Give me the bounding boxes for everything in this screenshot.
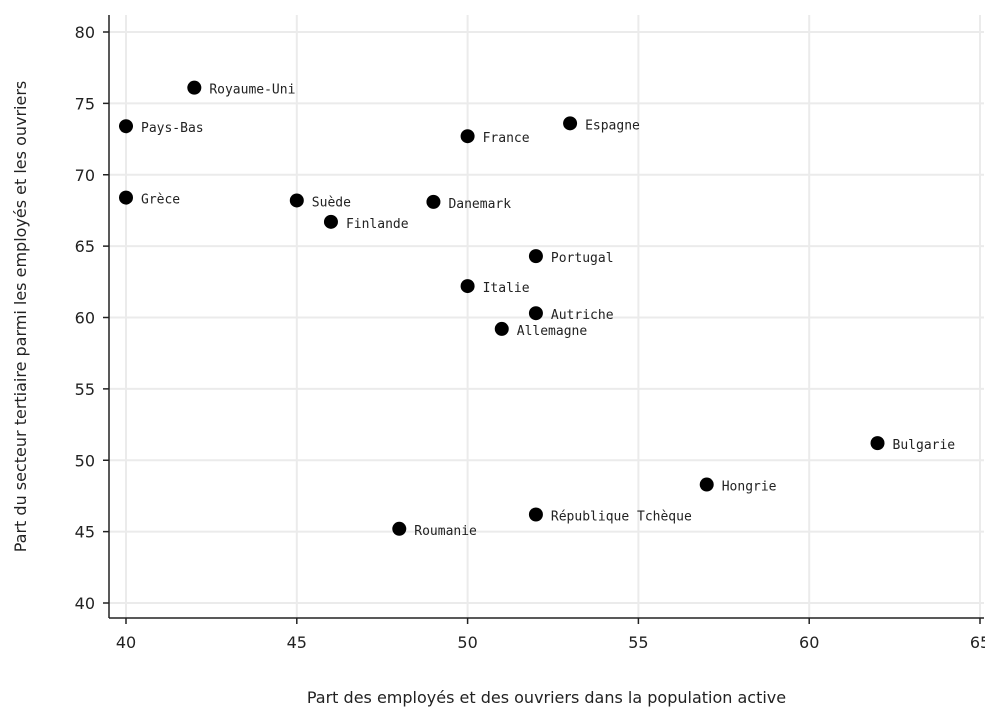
y-tick-label: 55 (75, 380, 95, 399)
point-marker (528, 306, 543, 321)
point-label: Portugal (551, 251, 614, 266)
point-label: Grèce (141, 193, 180, 208)
point-marker (426, 194, 441, 209)
point-marker (323, 214, 338, 229)
point-label: Autriche (551, 308, 614, 323)
x-tick-label: 45 (287, 633, 307, 652)
data-point: Pays-Bas (119, 119, 204, 136)
point-label: Espagne (585, 118, 640, 133)
y-tick-label: 60 (75, 309, 95, 328)
point-label: Suède (312, 195, 351, 210)
data-point: Royaume-Uni (187, 80, 295, 98)
y-tick-label: 45 (75, 523, 95, 542)
point-marker (289, 193, 304, 208)
point-marker (528, 249, 543, 264)
data-point: Roumanie (392, 521, 477, 539)
point-label: Roumanie (414, 524, 477, 539)
point-marker (460, 129, 475, 144)
x-axis-title: Part des employés et des ouvriers dans l… (307, 688, 786, 707)
point-label: Italie (483, 281, 530, 296)
grid (109, 15, 984, 618)
point-marker (494, 321, 509, 336)
data-point: Autriche (528, 306, 614, 323)
data-point: Portugal (528, 249, 614, 266)
x-tick-label: 50 (457, 633, 477, 652)
point-label: Bulgarie (893, 438, 956, 453)
point-marker (870, 436, 885, 451)
point-marker (528, 507, 543, 522)
x-tick-label: 60 (799, 633, 819, 652)
y-tick-label: 50 (75, 451, 95, 470)
data-point: Suède (289, 193, 351, 210)
data-point: France (460, 129, 530, 146)
x-tick-label: 55 (628, 633, 648, 652)
y-ticks: 40 45 50 55 60 65 70 75 80 (75, 23, 109, 613)
point-label: Allemagne (517, 324, 588, 339)
point-marker (563, 116, 578, 131)
data-point: Finlande (323, 214, 409, 232)
data-point: Allemagne (494, 321, 588, 339)
point-label: Finlande (346, 217, 409, 232)
point-label: République Tchèque (551, 509, 692, 524)
data-points: Royaume-Uni Pays-Bas Espagne France Grèce Suè… (119, 80, 956, 539)
y-tick-label: 70 (75, 166, 95, 185)
data-point: Espagne (563, 116, 640, 133)
y-tick-label: 80 (75, 23, 95, 42)
point-marker (119, 190, 133, 205)
data-point: Grèce (119, 190, 180, 208)
x-ticks: 40 45 50 55 60 65 (116, 618, 985, 652)
point-label: Hongrie (722, 480, 777, 495)
point-marker (699, 477, 714, 492)
data-point: Hongrie (699, 477, 777, 495)
x-tick-label: 40 (116, 633, 136, 652)
point-label: Royaume-Uni (209, 83, 295, 98)
data-point: Italie (460, 279, 530, 296)
data-point: République Tchèque (528, 507, 692, 524)
y-tick-label: 65 (75, 237, 95, 256)
point-marker (392, 521, 407, 536)
point-marker (119, 119, 133, 134)
y-tick-label: 40 (75, 594, 95, 613)
y-axis-title: Part du secteur tertiaire parmi les empl… (11, 81, 30, 553)
point-marker (460, 279, 475, 294)
point-label: Danemark (448, 197, 511, 212)
point-label: Pays-Bas (141, 121, 204, 136)
data-point: Danemark (426, 194, 511, 212)
data-point: Bulgarie (870, 436, 956, 453)
y-tick-label: 75 (75, 94, 95, 113)
x-tick-label: 65 (970, 633, 985, 652)
axes: 40 45 50 55 60 65 40 45 50 55 60 65 70 75 80 (75, 15, 985, 652)
point-marker (187, 80, 202, 95)
point-label: France (483, 131, 530, 146)
